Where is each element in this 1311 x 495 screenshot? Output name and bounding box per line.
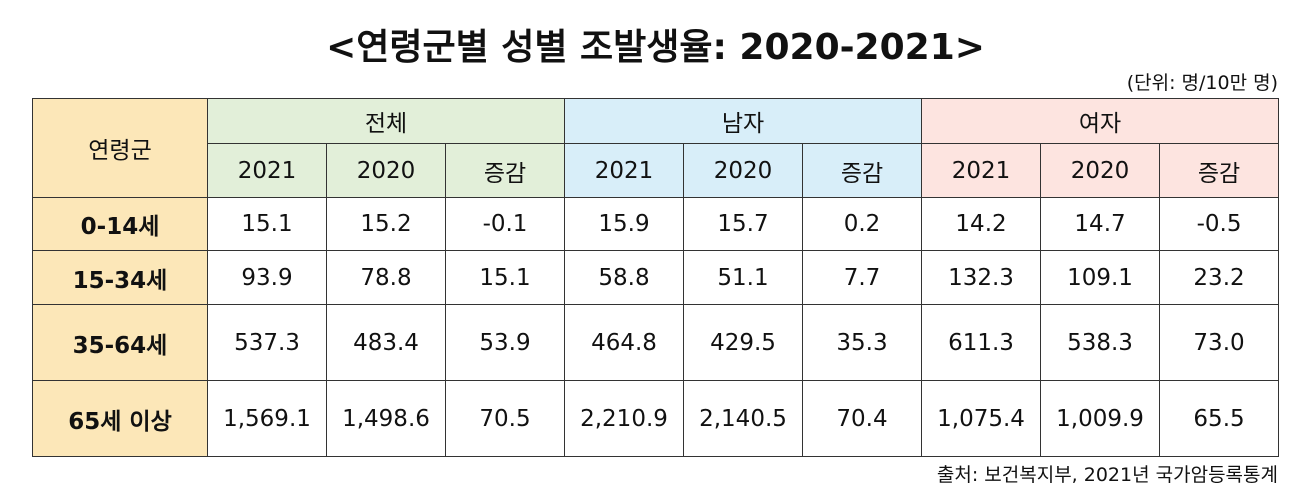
data-row: 15-34세 93.9 78.8 15.1 58.8 51.1 7.7 132.3 109.1 2…: [32, 250, 1280, 305]
subheader: 2021: [564, 143, 685, 198]
cell: 14.2: [921, 197, 1042, 251]
cell: 53.9: [444, 304, 566, 381]
subheader: 2020: [326, 143, 446, 198]
cell: 15.7: [683, 197, 804, 251]
row-label: 35-64세: [32, 304, 208, 381]
cell: -0.5: [1159, 197, 1280, 251]
unit-note: (단위: 명/10만 명): [1126, 72, 1278, 94]
subheader: 2020: [1040, 143, 1161, 198]
row-label: 65세 이상: [32, 380, 208, 457]
cell: 611.3: [921, 304, 1042, 381]
cell: 15.2: [326, 197, 446, 251]
data-row: 0-14세 15.1 15.2 -0.1 15.9 15.7 0.2 14.2 14.7 -0.5: [32, 197, 1280, 251]
cell: 15.9: [564, 197, 685, 251]
cell: 7.7: [802, 250, 923, 305]
cell: 70.5: [444, 380, 566, 457]
cell: 73.0: [1159, 304, 1280, 381]
data-table: 연령군 전체 남자 여자 2021 2020 증감 2021 2020 증감 2021 2020 증감 0…: [32, 98, 1280, 457]
cell: 2,210.9: [564, 380, 685, 457]
cell: 132.3: [921, 250, 1042, 305]
cell: 538.3: [1040, 304, 1161, 381]
data-row: 35-64세 537.3 483.4 53.9 464.8 429.5 35.3 611.3 5…: [32, 304, 1280, 381]
subheader: 2020: [683, 143, 804, 198]
cell: 1,498.6: [326, 380, 446, 457]
cell: 537.3: [207, 304, 327, 381]
cell: 35.3: [802, 304, 923, 381]
data-row: 65세 이상 1,569.1 1,498.6 70.5 2,210.9 2,140.5 70…: [32, 380, 1280, 457]
header-row: 연령군 전체 남자 여자: [32, 98, 1280, 198]
subheader: 증감: [802, 143, 923, 198]
group-header: 전체: [206, 98, 566, 144]
cell: -0.1: [444, 197, 566, 251]
cell: 65.5: [1159, 380, 1280, 457]
subheader-row: 2021 2020 증감 2021 2020 증감 2021 2020 증감: [33, 143, 1280, 198]
cell: 70.4: [802, 380, 923, 457]
cell: 429.5: [683, 304, 804, 381]
cell: 78.8: [326, 250, 446, 305]
title: <연령군별 성별 조발생율: 2020-2021>: [326, 27, 985, 68]
group-header: 여자: [921, 98, 1280, 144]
subheader: 증감: [444, 143, 566, 198]
cell: 464.8: [564, 304, 685, 381]
cell: 2,140.5: [683, 380, 804, 457]
cell: 93.9: [207, 250, 327, 305]
subheader: 2021: [207, 143, 327, 198]
source-note: 출처: 보건복지부, 2021년 국가암등록통계: [936, 464, 1278, 486]
row-label: 15-34세: [32, 250, 208, 305]
cell: 51.1: [683, 250, 804, 305]
cell: 15.1: [444, 250, 566, 305]
cell: 109.1: [1040, 250, 1161, 305]
cell: 1,075.4: [921, 380, 1042, 457]
cell: 1,569.1: [207, 380, 327, 457]
row-label: 0-14세: [32, 197, 208, 251]
corner-header: 연령군: [32, 98, 208, 198]
cell: 0.2: [802, 197, 923, 251]
cell: 483.4: [326, 304, 446, 381]
subheader: 2021: [921, 143, 1042, 198]
subheader: 증감: [1159, 143, 1280, 198]
cell: 1,009.9: [1040, 380, 1161, 457]
group-header: 남자: [564, 98, 923, 144]
cell: 58.8: [564, 250, 685, 305]
cell: 15.1: [207, 197, 327, 251]
cell: 23.2: [1159, 250, 1280, 305]
cell: 14.7: [1040, 197, 1161, 251]
